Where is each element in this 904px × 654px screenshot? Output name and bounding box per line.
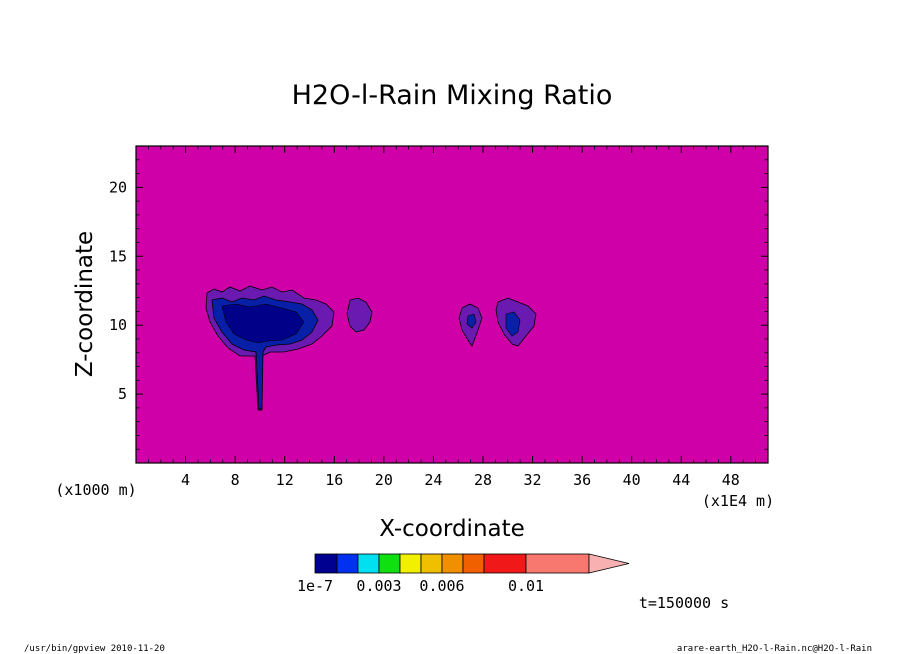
x-tick-label: 12	[276, 471, 294, 489]
x-tick-label: 36	[573, 471, 591, 489]
colorbar-label: 0.006	[419, 577, 464, 595]
colorbar-extend-arrow	[588, 553, 630, 574]
x-axis: 4 8 12 16 20 24 28 32 36 40 44 48	[147, 146, 757, 489]
y-axis: 5 10 15 20	[109, 159, 768, 450]
x-tick-label: 4	[181, 471, 190, 489]
colorbar	[314, 553, 630, 574]
chart-title: H2O-l-Rain Mixing Ratio	[292, 80, 613, 111]
colorbar-swatch	[483, 553, 527, 574]
colorbar-label: 1e-7	[297, 577, 333, 595]
colorbar-swatch	[314, 553, 338, 574]
colorbar-label: 0.01	[508, 577, 544, 595]
colorbar-swatch	[462, 553, 485, 574]
x-unit-label: (x1E4 m)	[702, 492, 774, 510]
main-cell-core	[221, 303, 305, 344]
colorbar-swatch	[525, 553, 590, 574]
x-axis-title: X-coordinate	[379, 516, 525, 542]
colorbar-label: 0.003	[356, 577, 401, 595]
y-tick-label: 20	[109, 178, 127, 196]
y-tick-label: 15	[109, 247, 127, 265]
y-tick-label: 5	[118, 385, 127, 403]
colorbar-swatch	[357, 553, 380, 574]
footer-right: arare-earth_H2O-l-Rain.nc@H2O-l-Rain	[677, 644, 872, 654]
plot-frame	[135, 145, 769, 464]
colorbar-swatch	[399, 553, 422, 574]
x-tick-label: 8	[231, 471, 240, 489]
time-label: t=150000 s	[639, 594, 729, 612]
rain-cells	[205, 285, 537, 411]
x-tick-label: 28	[474, 471, 492, 489]
x-tick-label: 44	[672, 471, 690, 489]
colorbar-labels: 1e-7 0.003 0.006 0.01	[297, 577, 544, 595]
colorbar-swatch	[441, 553, 464, 574]
colorbar-swatch	[420, 553, 443, 574]
cell-18-contour	[346, 297, 373, 333]
x-tick-label: 32	[524, 471, 542, 489]
x-tick-label: 16	[325, 471, 343, 489]
y-unit-label: (x1000 m)	[55, 481, 136, 499]
y-tick-label: 10	[109, 316, 127, 334]
y-axis-title: Z-coordinate	[72, 231, 98, 377]
x-tick-label: 24	[424, 471, 442, 489]
colorbar-swatch	[336, 553, 359, 574]
cell-30-core	[505, 311, 521, 337]
x-tick-label: 40	[623, 471, 641, 489]
x-tick-label: 48	[722, 471, 740, 489]
cell-27-core	[466, 313, 477, 329]
x-tick-label: 20	[375, 471, 393, 489]
footer-left: /usr/bin/gpview 2010-11-20	[24, 644, 165, 654]
colorbar-swatch	[378, 553, 401, 574]
